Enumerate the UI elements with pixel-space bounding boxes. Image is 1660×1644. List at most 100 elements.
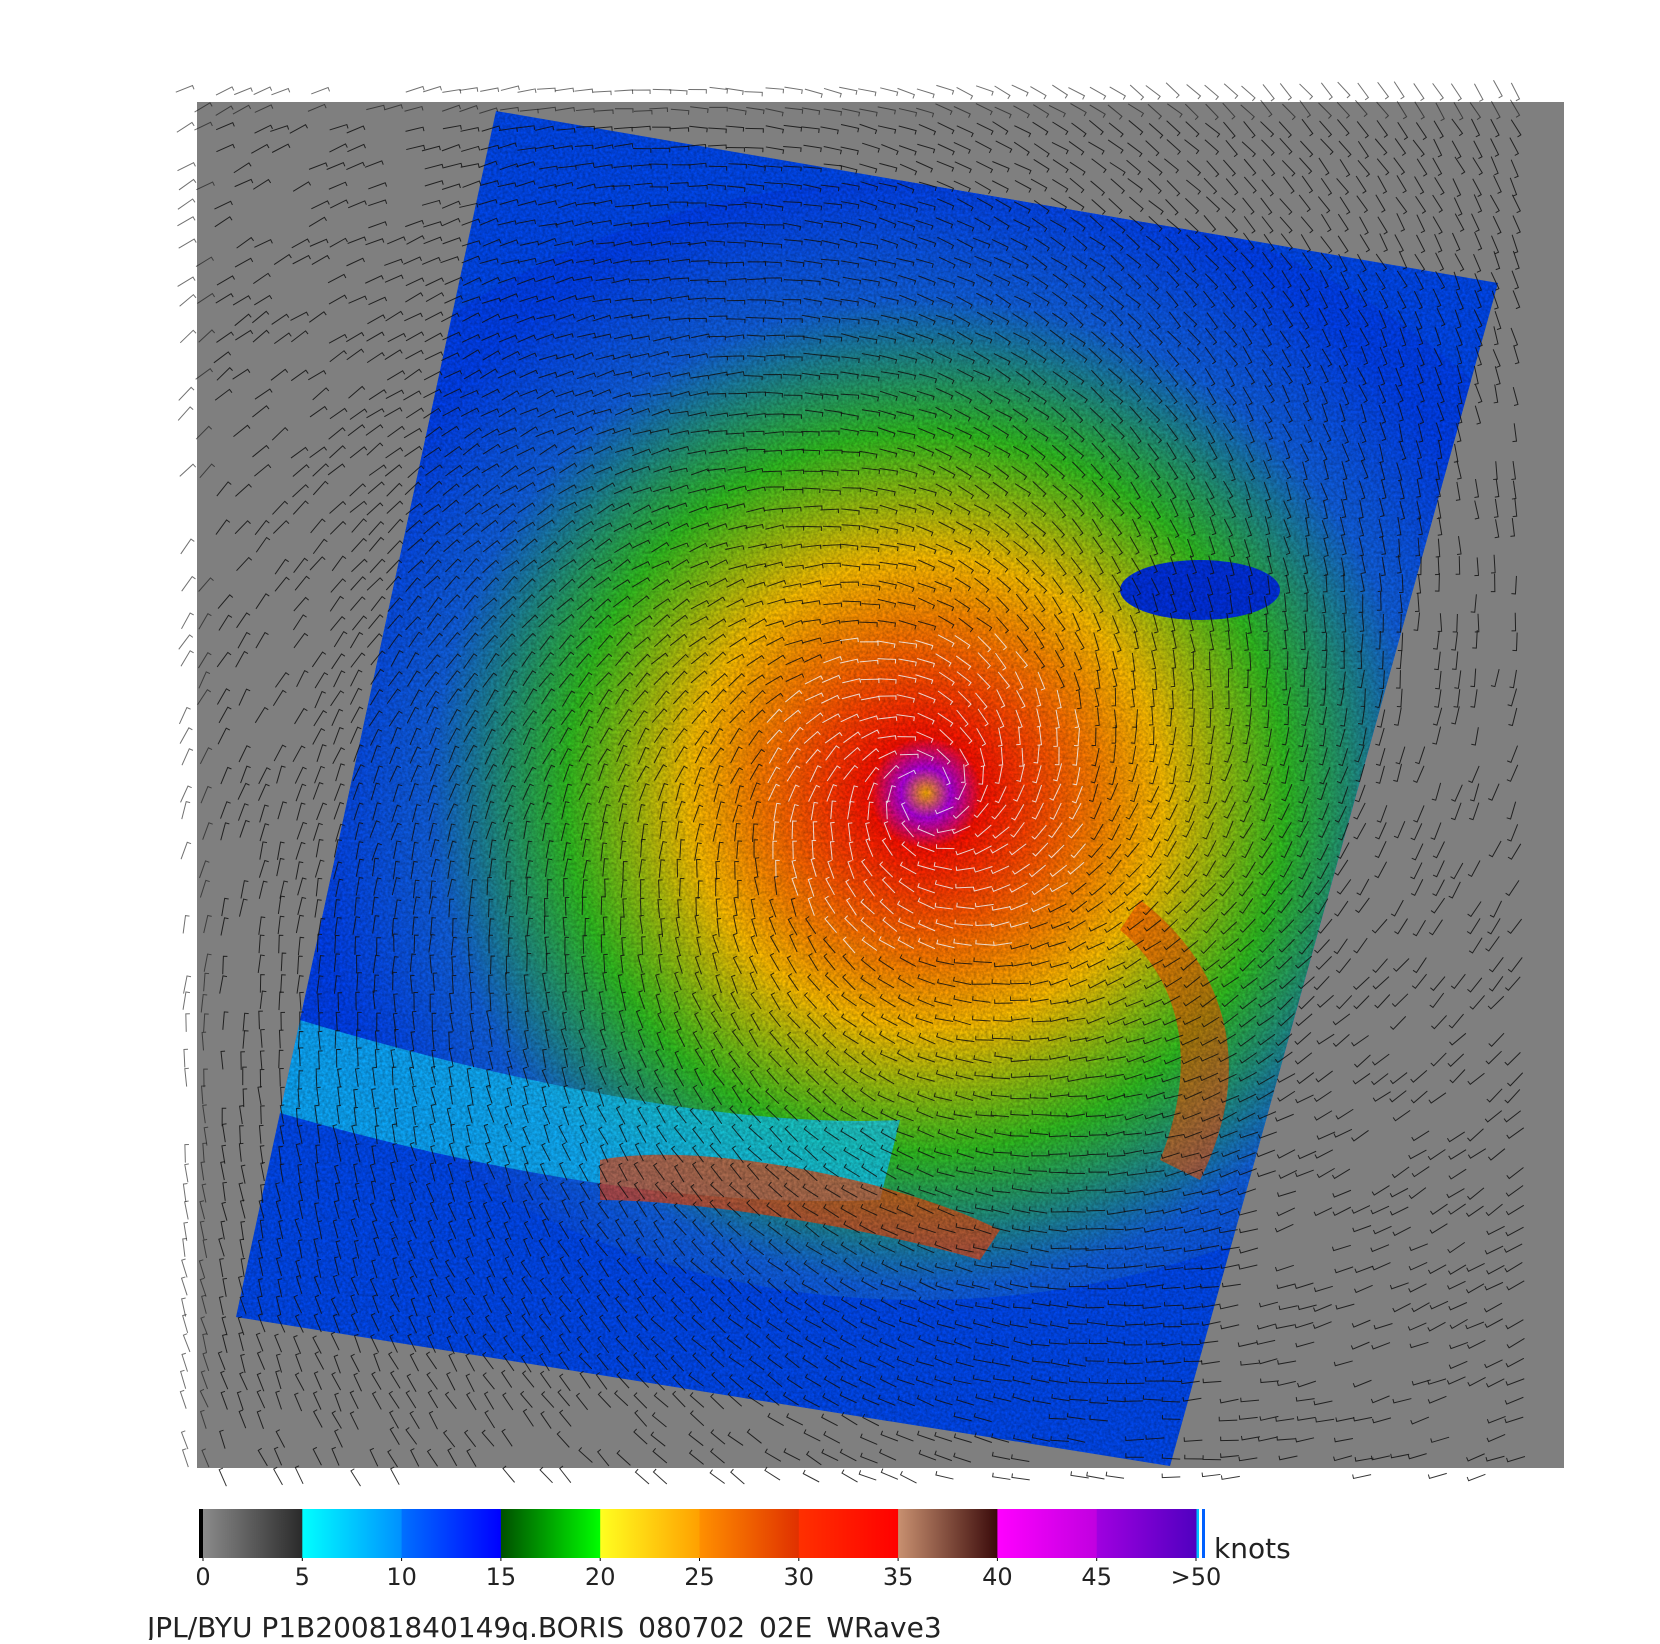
wind-barb <box>917 995 935 1007</box>
wind-barb <box>317 993 322 1013</box>
wind-barb <box>727 1391 743 1407</box>
wind-barb <box>181 748 194 766</box>
wind-barb <box>1150 688 1155 708</box>
wind-barb <box>935 406 953 420</box>
wind-barb <box>1094 556 1104 575</box>
wind-barb <box>1070 1245 1089 1250</box>
wind-barb <box>594 109 614 115</box>
wind-barb <box>992 312 1010 325</box>
wind-barb <box>1091 727 1097 747</box>
wind-barb <box>803 352 822 360</box>
wind-barb <box>917 824 935 837</box>
wind-barb <box>917 861 936 871</box>
wind-barb <box>592 298 612 304</box>
wind-barb <box>614 89 634 95</box>
wind-barb <box>466 1237 474 1257</box>
wind-barb <box>1171 630 1177 650</box>
wind-barb <box>488 934 493 954</box>
wind-barb <box>1206 461 1217 480</box>
wind-barb <box>428 896 437 915</box>
wind-barb <box>462 522 480 536</box>
wind-barb <box>976 617 993 632</box>
wind-barb <box>729 1374 744 1390</box>
wind-barb <box>1492 215 1502 235</box>
wind-barb <box>254 239 273 248</box>
wind-barb <box>958 617 974 633</box>
wind-barb <box>354 1182 361 1202</box>
wind-barb <box>840 123 860 133</box>
wind-barb <box>523 1162 531 1182</box>
wind-barb <box>1241 85 1256 102</box>
wind-barb <box>1124 1113 1144 1121</box>
wind-barb <box>299 991 304 1011</box>
wind-barb <box>312 781 324 800</box>
wind-barb <box>974 824 992 838</box>
wind-barb <box>802 279 821 286</box>
wind-barb <box>409 953 416 972</box>
wind-barb <box>1204 840 1217 858</box>
wind-barb <box>1255 1090 1275 1101</box>
wind-barb <box>934 448 952 461</box>
wind-barb <box>461 145 481 152</box>
wind-barb <box>916 444 935 457</box>
wind-barb <box>1183 1247 1203 1253</box>
wind-barb <box>598 763 609 782</box>
wind-barb <box>632 164 652 169</box>
wind-barb <box>383 104 403 111</box>
wind-barb <box>840 1127 857 1141</box>
wind-barb <box>1181 1340 1200 1346</box>
wind-barb <box>1182 1016 1202 1026</box>
wind-barb <box>1278 821 1292 839</box>
wind-barb <box>636 1069 645 1089</box>
wind-barb <box>1067 1207 1086 1213</box>
wind-barb <box>275 671 290 688</box>
wind-barb <box>636 1199 647 1218</box>
wind-barb <box>934 1014 954 1022</box>
wind-barb <box>1091 369 1105 387</box>
wind-barb <box>232 368 251 380</box>
wind-barb <box>314 1202 319 1222</box>
wind-barb <box>1048 844 1065 859</box>
wind-barb <box>536 275 556 282</box>
wind-barb <box>1238 1415 1258 1420</box>
wind-barb <box>1206 405 1217 424</box>
wind-barb <box>1125 1436 1144 1441</box>
wind-barb <box>994 85 1011 100</box>
wind-barb <box>563 1048 569 1068</box>
wind-barb <box>991 1223 1011 1233</box>
wind-barb <box>614 1390 629 1407</box>
wind-barb <box>1219 863 1235 879</box>
wind-barb <box>1106 782 1119 801</box>
wind-barb <box>1031 331 1047 347</box>
wind-barb <box>276 765 286 784</box>
wind-barb <box>519 295 539 303</box>
wind-barb <box>784 1260 801 1276</box>
wind-barb <box>1379 233 1389 253</box>
wind-barb <box>994 633 1008 651</box>
wind-barb <box>748 1240 765 1256</box>
wind-barb <box>239 1105 244 1125</box>
wind-barb <box>222 955 228 975</box>
wind-barb <box>1238 1034 1256 1047</box>
wind-barb <box>479 217 499 226</box>
wind-barb <box>956 709 969 727</box>
wind-barb <box>1296 840 1309 858</box>
wind-barb <box>199 879 210 898</box>
wind-barb <box>1224 443 1234 462</box>
wind-barb <box>1123 958 1142 970</box>
wind-barb <box>1030 1340 1050 1347</box>
wind-barb <box>441 352 460 362</box>
wind-barb <box>1228 650 1233 670</box>
wind-barb <box>428 747 440 766</box>
wind-barb <box>955 1223 974 1231</box>
wind-barb <box>195 425 213 440</box>
wind-barb <box>694 955 703 975</box>
wind-barb <box>185 1013 190 1032</box>
wind-barb <box>598 1314 611 1333</box>
wind-barb <box>1490 138 1500 157</box>
wind-barb <box>385 575 402 591</box>
wind-barb <box>786 747 801 764</box>
wind-barb <box>915 160 934 173</box>
wind-barb <box>859 163 878 174</box>
wind-barb <box>865 822 871 842</box>
